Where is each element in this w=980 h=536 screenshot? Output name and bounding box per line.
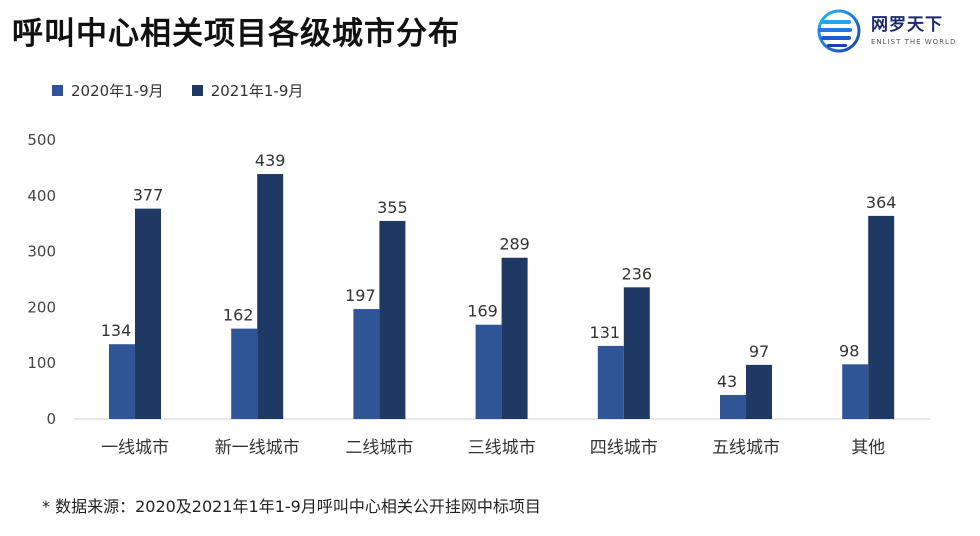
bar-2021 (135, 208, 161, 419)
data-label: 236 (622, 264, 653, 283)
x-tick-label: 新一线城市 (215, 438, 300, 458)
data-label: 439 (255, 151, 286, 170)
y-tick-label: 200 (27, 298, 56, 316)
bar-2021 (379, 220, 406, 419)
bar-2021 (868, 215, 895, 419)
data-label: 43 (717, 372, 737, 391)
data-label: 197 (345, 286, 376, 305)
y-tick-label: 500 (27, 131, 56, 149)
bar-2020 (720, 395, 746, 419)
logo-tagline: ENLIST THE WORLD (871, 38, 957, 46)
data-label: 134 (101, 321, 132, 340)
footnote: * 数据来源：2020及2021年1年1-9月呼叫中心相关公开挂网中标项目 (42, 497, 541, 516)
data-label: 289 (499, 235, 530, 254)
x-tick-label: 二线城市 (345, 438, 413, 458)
data-label: 162 (223, 306, 254, 325)
bar-2021 (257, 174, 284, 419)
y-tick-label: 100 (27, 354, 56, 372)
bar-chart: 0 100 200 300 400 500 一线城市 134 377 新一线城市 162 439 二线城… (27, 131, 930, 458)
globe-logo-icon (817, 9, 861, 53)
legend-item-2021: 2021年1-9月 (191, 80, 304, 101)
bar-2020 (231, 328, 258, 419)
chart-legend: 2020年1-9月 2021年1-9月 (52, 80, 303, 101)
bar-2020 (597, 345, 624, 419)
data-label: 131 (590, 323, 621, 342)
brand-logo: 网罗天下 ENLIST THE WORLD (815, 8, 975, 54)
y-tick-label: 300 (27, 243, 56, 261)
data-label: 98 (839, 341, 859, 360)
legend-swatch-2020 (52, 85, 63, 96)
legend-swatch-2021 (191, 85, 203, 96)
data-label: 377 (133, 186, 164, 205)
page-title: 呼叫中心相关项目各级城市分布 (12, 16, 460, 52)
data-label: 97 (749, 342, 769, 361)
data-label: 355 (377, 198, 408, 217)
bar-2021 (746, 364, 772, 419)
bar-2021 (501, 257, 528, 419)
legend-label-2021: 2021年1-9月 (210, 82, 304, 100)
x-tick-label: 其他 (851, 438, 885, 458)
x-tick-label: 五线城市 (712, 438, 780, 458)
legend-item-2020: 2020年1-9月 (52, 80, 164, 101)
bar-2021 (623, 287, 650, 419)
y-tick-label: 0 (46, 410, 56, 428)
bar-2020 (109, 344, 135, 419)
logo-text: 网罗天下 (871, 15, 943, 35)
bar-2020 (475, 324, 502, 419)
bar-2020 (842, 364, 869, 419)
x-tick-label: 三线城市 (468, 438, 536, 458)
data-label: 169 (467, 302, 498, 321)
bar-2020 (353, 309, 380, 419)
legend-label-2020: 2020年1-9月 (71, 82, 164, 100)
x-tick-label: 四线城市 (590, 438, 658, 458)
data-label: 364 (866, 193, 897, 212)
x-tick-label: 一线城市 (101, 438, 169, 458)
y-tick-label: 400 (27, 187, 56, 205)
